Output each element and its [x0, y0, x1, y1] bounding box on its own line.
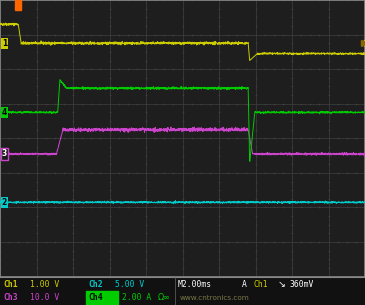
Text: Ch4: Ch4	[88, 293, 103, 303]
Text: 3: 3	[2, 149, 7, 158]
Text: ↘: ↘	[278, 280, 286, 289]
Text: Ch1: Ch1	[3, 280, 18, 289]
Text: 10.0 V: 10.0 V	[30, 293, 59, 303]
Text: A: A	[242, 280, 247, 289]
Text: 360mV: 360mV	[290, 280, 314, 289]
Text: 2: 2	[2, 198, 7, 207]
Bar	[86, 291, 118, 304]
Text: M2.00ms: M2.00ms	[178, 280, 212, 289]
Text: 2.00 A: 2.00 A	[122, 293, 151, 303]
Text: 1.00 V: 1.00 V	[30, 280, 59, 289]
Text: Ch2: Ch2	[88, 280, 103, 289]
Text: 1: 1	[2, 39, 7, 48]
Text: 5.00 V: 5.00 V	[115, 280, 144, 289]
Text: Ch3: Ch3	[3, 293, 18, 303]
Text: T: T	[16, 1, 21, 10]
Text: Ch1: Ch1	[254, 280, 269, 289]
Text: Ω∞: Ω∞	[158, 293, 171, 303]
Text: www.cntronics.com: www.cntronics.com	[180, 295, 250, 301]
Text: 4: 4	[2, 108, 7, 117]
